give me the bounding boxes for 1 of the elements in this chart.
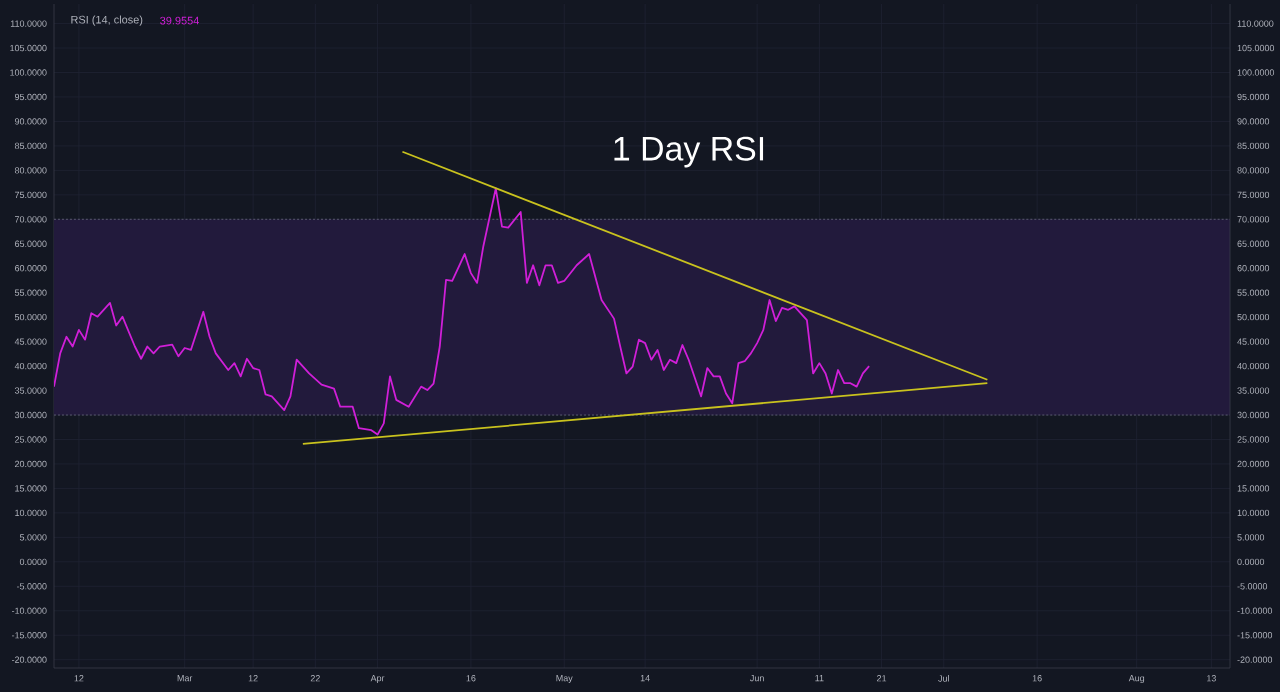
annotation: 1 Day RSI bbox=[614, 136, 764, 168]
